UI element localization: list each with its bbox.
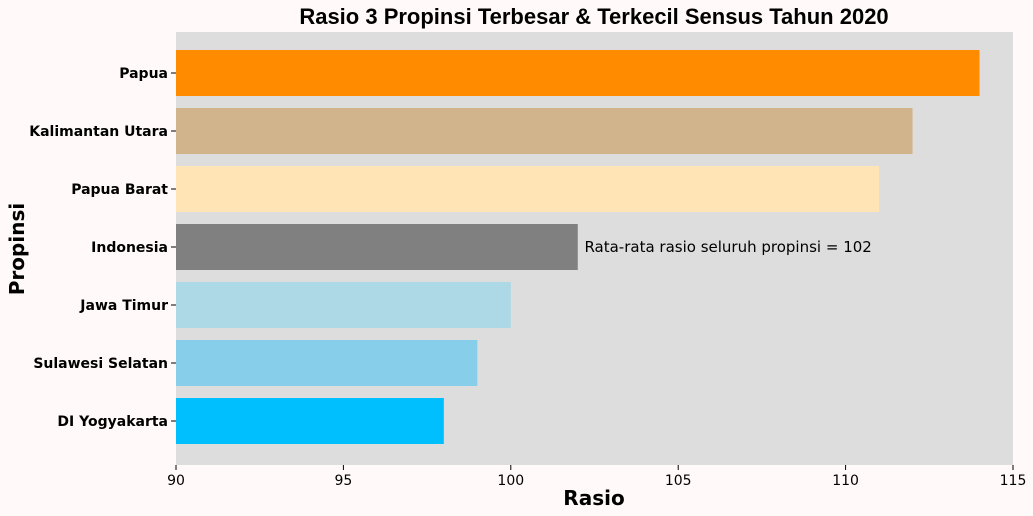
x-tick-label: 95 [334, 473, 352, 489]
x-tick-label: 115 [1000, 473, 1027, 489]
x-tick-label: 100 [497, 473, 524, 489]
category-labels-group: Papua Kalimantan Utara Papua Barat Indonesi… [29, 66, 176, 430]
category-label: Indonesia [91, 240, 168, 256]
x-ticks-group: 90 95 100 105 110 115 [167, 465, 1026, 489]
bar-di-yogyakarta [176, 398, 444, 444]
bar-papua [176, 50, 980, 96]
category-label: Sulawesi Selatan [33, 356, 168, 372]
average-annotation: Rata-rata rasio seluruh propinsi = 102 [584, 238, 871, 256]
x-axis-label: Rasio [563, 486, 624, 510]
category-label: DI Yogyakarta [57, 414, 168, 430]
category-label: Papua Barat [71, 182, 168, 198]
bar-papua-barat [176, 166, 880, 212]
y-axis-label: Propinsi [5, 203, 29, 295]
x-tick-label: 90 [167, 473, 185, 489]
x-tick-label: 105 [665, 473, 692, 489]
x-tick-label: 110 [832, 473, 859, 489]
category-label: Jawa Timur [79, 298, 168, 314]
chart-title: Rasio 3 Propinsi Terbesar & Terkecil Sen… [299, 4, 888, 29]
category-label: Kalimantan Utara [29, 124, 168, 140]
category-label: Papua [119, 66, 168, 82]
bar-indonesia [176, 224, 578, 270]
bar-kalimantan-utara [176, 108, 913, 154]
bar-jawa-timur [176, 282, 511, 328]
bars-group [176, 50, 980, 444]
bar-sulawesi-selatan [176, 340, 478, 386]
